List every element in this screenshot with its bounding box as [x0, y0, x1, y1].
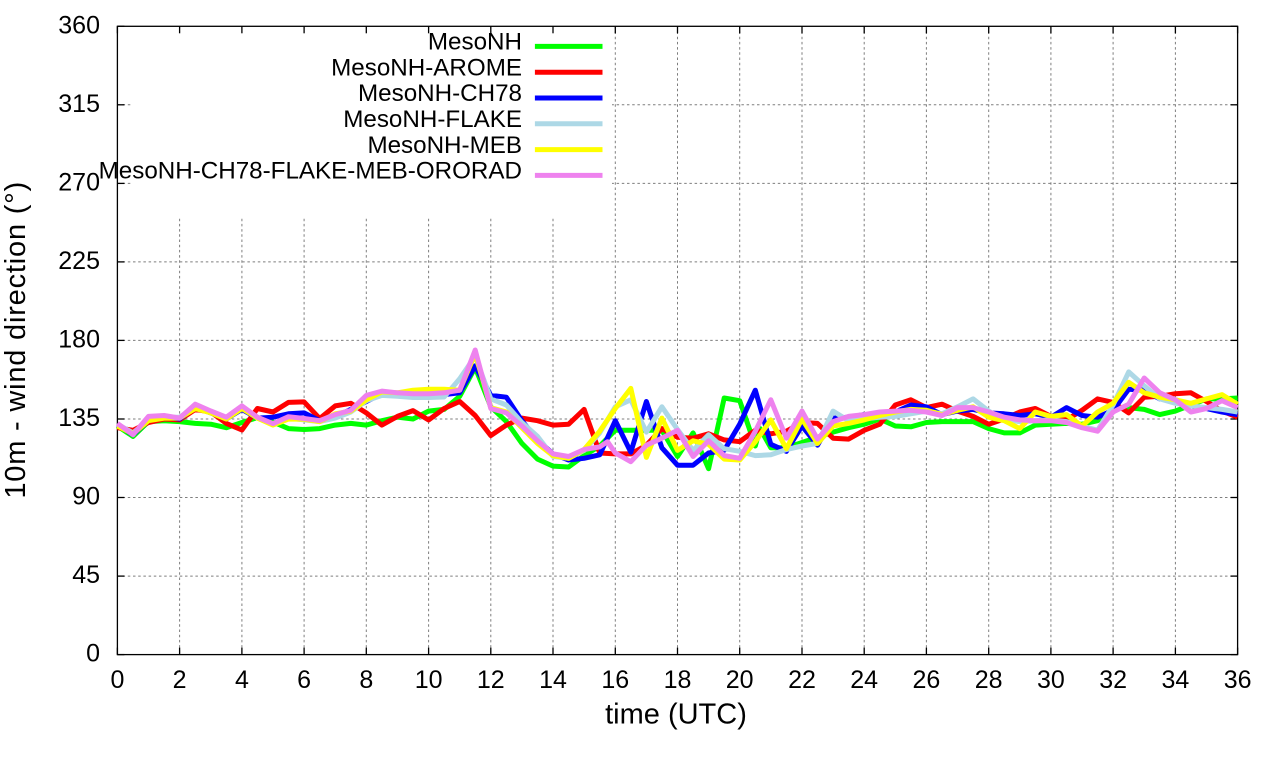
svg-text:34: 34 [1161, 666, 1189, 694]
svg-text:MesoNH-CH78: MesoNH-CH78 [358, 80, 522, 107]
svg-text:24: 24 [850, 666, 878, 694]
svg-text:36: 36 [1224, 666, 1252, 694]
svg-text:360: 360 [58, 11, 100, 39]
svg-text:2: 2 [173, 666, 187, 694]
svg-text:225: 225 [58, 247, 100, 275]
svg-text:12: 12 [477, 666, 505, 694]
svg-text:270: 270 [58, 168, 100, 196]
svg-text:30: 30 [1037, 666, 1065, 694]
svg-text:MesoNH: MesoNH [428, 29, 522, 56]
svg-text:MesoNH-AROME: MesoNH-AROME [331, 54, 522, 81]
svg-text:20: 20 [726, 666, 754, 694]
svg-text:315: 315 [58, 90, 100, 118]
svg-text:MesoNH-MEB: MesoNH-MEB [367, 132, 522, 159]
svg-text:32: 32 [1099, 666, 1127, 694]
svg-text:8: 8 [359, 666, 373, 694]
svg-text:26: 26 [912, 666, 940, 694]
svg-text:22: 22 [788, 666, 816, 694]
svg-text:16: 16 [601, 666, 629, 694]
svg-text:4: 4 [235, 666, 249, 694]
svg-text:0: 0 [86, 640, 100, 668]
svg-text:135: 135 [58, 404, 100, 432]
svg-text:180: 180 [58, 325, 100, 353]
svg-text:time (UTC): time (UTC) [605, 699, 747, 731]
svg-text:MesoNH-CH78-FLAKE-MEB-ORORAD: MesoNH-CH78-FLAKE-MEB-ORORAD [99, 158, 522, 185]
svg-text:10: 10 [415, 666, 443, 694]
svg-text:28: 28 [975, 666, 1003, 694]
svg-text:14: 14 [539, 666, 567, 694]
svg-text:10m - wind direction (°): 10m - wind direction (°) [0, 181, 32, 499]
svg-text:MesoNH-FLAKE: MesoNH-FLAKE [343, 106, 522, 133]
svg-text:90: 90 [72, 483, 100, 511]
svg-text:45: 45 [72, 561, 100, 589]
svg-text:0: 0 [110, 666, 124, 694]
svg-text:18: 18 [664, 666, 692, 694]
svg-text:6: 6 [297, 666, 311, 694]
